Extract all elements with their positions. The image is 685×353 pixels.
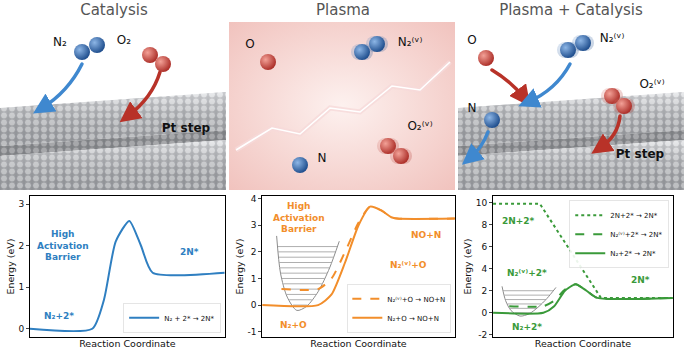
svg-text:N₂+2*: N₂+2* <box>44 311 74 321</box>
svg-text:0: 0 <box>251 300 257 310</box>
svg-text:Pt step: Pt step <box>162 121 211 135</box>
svg-text:N₂⁽ᵛ⁾+2* → 2N*: N₂⁽ᵛ⁾+2* → 2N* <box>610 231 662 239</box>
svg-text:Catalysis: Catalysis <box>80 1 148 19</box>
svg-text:N₂⁽ᵛ⁾: N₂⁽ᵛ⁾ <box>600 31 625 45</box>
svg-text:O₂: O₂ <box>117 33 131 47</box>
svg-text:O₂⁽ᵛ⁾: O₂⁽ᵛ⁾ <box>407 119 432 133</box>
svg-text:N: N <box>318 151 327 165</box>
svg-text:10: 10 <box>476 198 488 208</box>
svg-text:N₂⁽ᵛ⁾+O → NO+N: N₂⁽ᵛ⁾+O → NO+N <box>387 296 445 304</box>
svg-text:2N+2* → 2N*: 2N+2* → 2N* <box>610 212 658 220</box>
svg-text:3: 3 <box>251 220 257 230</box>
svg-text:Energy (eV): Energy (eV) <box>234 238 245 294</box>
svg-text:Energy (eV): Energy (eV) <box>462 238 473 294</box>
svg-text:Energy (eV): Energy (eV) <box>5 238 16 294</box>
svg-text:N₂: N₂ <box>53 35 67 49</box>
svg-text:3: 3 <box>18 199 24 209</box>
svg-text:0: 0 <box>18 324 24 334</box>
svg-text:0: 0 <box>482 308 488 318</box>
svg-text:N₂⁽ᵛ⁾+O: N₂⁽ᵛ⁾+O <box>390 260 427 270</box>
svg-text:O: O <box>467 33 476 47</box>
svg-text:8: 8 <box>482 220 488 230</box>
svg-text:N₂⁽ᵛ⁾+2*: N₂⁽ᵛ⁾+2* <box>507 268 547 278</box>
svg-text:4: 4 <box>251 194 257 204</box>
svg-text:2: 2 <box>18 241 24 251</box>
svg-text:N₂+2*: N₂+2* <box>512 322 542 332</box>
svg-text:N₂+O → NO+N: N₂+O → NO+N <box>387 315 439 323</box>
svg-text:N: N <box>468 101 477 115</box>
svg-text:2N+2*: 2N+2* <box>502 216 535 226</box>
svg-text:Plasma + Catalysis: Plasma + Catalysis <box>499 1 643 19</box>
svg-text:2: 2 <box>482 286 488 296</box>
svg-text:4: 4 <box>482 264 488 274</box>
svg-text:O: O <box>245 37 254 51</box>
svg-text:2N*: 2N* <box>180 247 199 257</box>
svg-text:HighActivationBarrier: HighActivationBarrier <box>37 229 89 262</box>
svg-text:6: 6 <box>482 242 488 252</box>
svg-text:N₂+2* → 2N*: N₂+2* → 2N* <box>610 250 656 258</box>
svg-text:N₂ + 2* → 2N*: N₂ + 2* → 2N* <box>164 315 214 323</box>
svg-text:Reaction Coordinate: Reaction Coordinate <box>310 338 407 349</box>
svg-text:Reaction Coordinate: Reaction Coordinate <box>535 338 632 349</box>
svg-text:-1: -1 <box>247 327 256 337</box>
svg-text:2N*: 2N* <box>631 275 650 285</box>
svg-text:Reaction Coordinate: Reaction Coordinate <box>79 338 176 349</box>
svg-text:N₂+O: N₂+O <box>280 320 307 330</box>
svg-text:-2: -2 <box>478 330 487 340</box>
svg-text:1: 1 <box>18 282 24 292</box>
svg-text:HighActivationBarrier: HighActivationBarrier <box>273 201 325 234</box>
svg-text:2: 2 <box>251 247 257 257</box>
svg-text:O₂⁽ᵛ⁾: O₂⁽ᵛ⁾ <box>639 77 664 91</box>
svg-text:NO+N: NO+N <box>411 230 441 240</box>
svg-text:1: 1 <box>251 274 257 284</box>
svg-text:N₂⁽ᵛ⁾: N₂⁽ᵛ⁾ <box>398 35 423 49</box>
svg-text:Pt step: Pt step <box>616 147 665 161</box>
svg-text:Plasma: Plasma <box>316 1 370 19</box>
